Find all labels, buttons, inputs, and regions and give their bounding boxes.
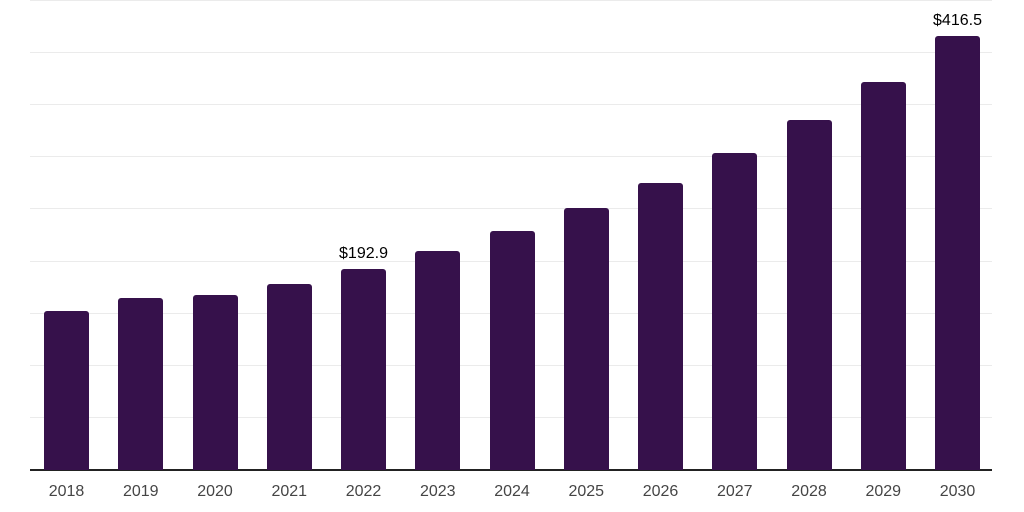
x-tick-label-2027: 2027 [716,483,753,500]
x-axis-line [30,469,992,471]
x-tick-label-2023: 2023 [419,483,456,500]
gridline [30,0,992,1]
x-tick-label-2024: 2024 [494,483,530,500]
bar-2030 [935,35,980,470]
bar-2024 [489,231,535,470]
data-label-2022: $192.9 [339,244,388,262]
gridline [30,156,992,158]
data-label-2030: $416.5 [933,11,982,29]
x-tick-label-2019: 2019 [122,483,159,500]
bar-2020 [192,295,238,470]
x-tick-label-2022: 2022 [345,483,382,500]
x-tick-label-2030: 2030 [939,483,976,500]
bar-2026 [638,182,683,470]
x-tick-label-2028: 2028 [791,483,827,500]
x-tick-label-2026: 2026 [642,483,679,500]
plot-area: $192.9 $416.5 [30,0,992,471]
bar-2028 [786,119,832,470]
bar-2025 [563,207,609,470]
bar-2027 [712,152,758,470]
bar-2023 [415,251,461,470]
gridline [30,52,992,54]
x-tick-label-2020: 2020 [197,483,233,500]
bar-2019 [118,298,164,470]
x-tick-label-2018: 2018 [48,483,85,500]
bar-2022 [341,268,386,470]
x-tick-label-2021: 2021 [271,483,308,500]
gridline [30,208,992,210]
bar-2018 [44,311,89,470]
bar-2021 [266,284,312,470]
x-tick-label-2025: 2025 [568,483,605,500]
gridline [30,104,992,106]
x-tick-label-2029: 2029 [865,483,902,500]
bar-2029 [860,81,906,470]
